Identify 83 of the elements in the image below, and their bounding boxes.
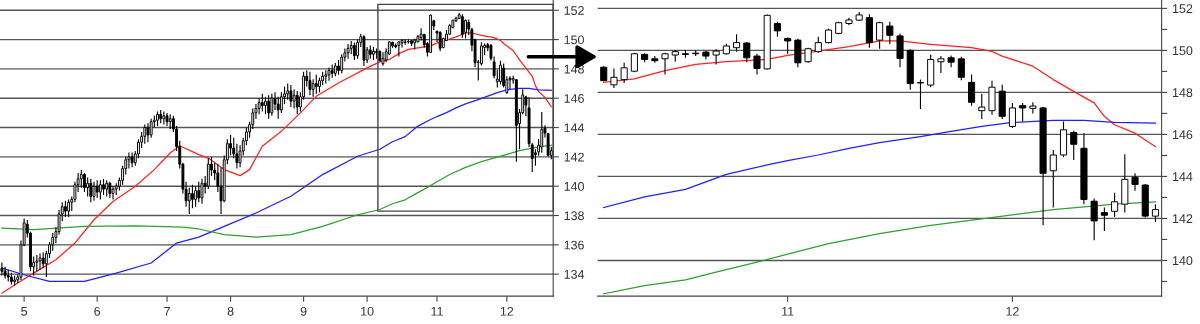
candlestick (0, 261, 4, 277)
y-tick-label: 140 (1172, 256, 1193, 266)
y-tick-label: 142 (564, 152, 584, 162)
candlestick (292, 88, 296, 110)
candlestick (156, 110, 159, 127)
candlestick (1070, 130, 1078, 161)
candlestick (1100, 206, 1108, 232)
candlestick (1029, 101, 1037, 115)
candlestick (149, 118, 153, 139)
candlestick (194, 185, 198, 208)
candlestick (89, 178, 93, 203)
candlestick (187, 187, 191, 215)
y-tick-label: 152 (564, 6, 584, 15)
candlestick (191, 184, 194, 209)
candlestick (712, 48, 720, 66)
candlestick (886, 21, 894, 45)
y-tick-label: 148 (1172, 88, 1193, 98)
candlestick (753, 53, 761, 76)
candlestick (197, 181, 201, 203)
candlestick (1090, 197, 1098, 241)
y-tick-label: 152 (1172, 4, 1193, 14)
candlestick (264, 96, 267, 115)
line-series (603, 201, 1157, 295)
y-tick-label: 144 (564, 123, 585, 133)
y-tick-label: 134 (564, 269, 585, 279)
x-tick-label: 12 (500, 306, 514, 316)
x-tick-label: 11 (431, 307, 443, 316)
x-tick-label: 8 (227, 306, 234, 316)
candlestick (1111, 192, 1119, 218)
y-tick-label: 150 (564, 35, 584, 45)
candlestick (314, 74, 318, 95)
candlestick (337, 59, 340, 76)
candlestick (346, 43, 350, 60)
candlestick (270, 93, 274, 117)
candlestick (937, 55, 945, 74)
candlestick (295, 90, 299, 115)
candlestick (143, 124, 147, 145)
candlestick (267, 94, 271, 120)
candlestick (83, 172, 86, 193)
candlestick (111, 185, 115, 200)
candlestick (896, 33, 904, 68)
y-tick-label: 142 (1172, 214, 1193, 223)
candlestick (957, 56, 965, 81)
x-tick-label: 9 (300, 306, 307, 316)
candlestick (1019, 102, 1027, 122)
y-tick-label: 136 (564, 240, 584, 250)
candlestick (257, 97, 261, 115)
candlestick (146, 122, 150, 143)
candlestick (1131, 172, 1139, 192)
candlestick (1049, 149, 1057, 209)
candlestick (610, 67, 618, 89)
candlestick (794, 38, 802, 68)
candlestick (620, 62, 628, 84)
candlestick (916, 79, 925, 110)
candlestick (978, 93, 986, 120)
y-tick-label: 146 (564, 94, 584, 103)
x-tick-label: 10 (361, 306, 374, 316)
x-tick-label: 11 (782, 307, 794, 316)
candlestick (947, 54, 955, 68)
y-tick-label: 140 (564, 181, 584, 191)
candlestick (3, 266, 7, 280)
candlestick (86, 176, 90, 198)
candlestick (229, 134, 232, 156)
candlestick (276, 96, 280, 120)
candlestick (743, 41, 751, 63)
candlestick (1008, 102, 1016, 129)
x-tick-label: 6 (94, 306, 101, 316)
y-tick-label: 146 (1172, 130, 1193, 140)
candlestick (127, 151, 131, 170)
y-tick-label: 150 (1172, 46, 1193, 56)
candlestick (988, 80, 996, 116)
candlestick (327, 66, 331, 82)
candlestick (968, 74, 976, 107)
x-tick-label: 12 (1006, 306, 1019, 316)
candlestick (200, 178, 204, 205)
x-tick-label: 5 (21, 307, 28, 316)
y-tick-label: 144 (1172, 172, 1193, 181)
candlestick (206, 157, 210, 190)
candlestick (876, 21, 884, 50)
candlestick (499, 60, 502, 85)
x-tick-label: 7 (164, 307, 170, 316)
y-tick-label: 138 (564, 211, 584, 221)
candlestick (102, 178, 105, 196)
